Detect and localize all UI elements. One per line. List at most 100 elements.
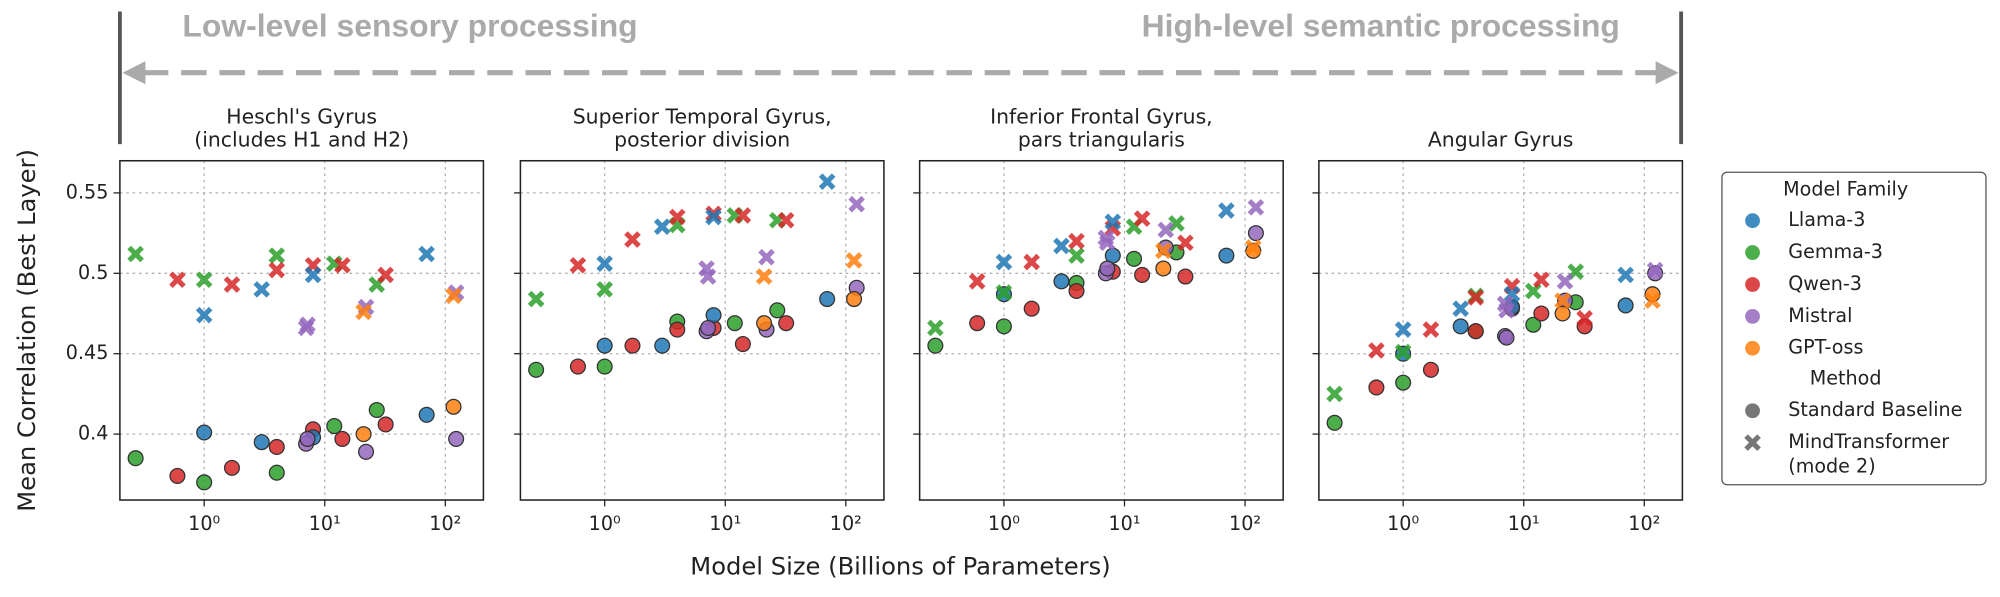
- circle-marker: [1617, 297, 1634, 314]
- circle-marker: [1467, 323, 1484, 340]
- circle-marker: [253, 434, 270, 451]
- circle-marker: [1155, 260, 1172, 277]
- circle-marker: [528, 361, 545, 378]
- circle-marker: [1247, 225, 1264, 242]
- annotation: High-level semantic processing: [1142, 8, 1620, 44]
- circle-marker: [169, 467, 186, 484]
- x-tick-label: 10¹: [1108, 512, 1140, 535]
- circle-marker: [1452, 318, 1469, 335]
- circle-marker: [1422, 361, 1439, 378]
- arrow-head: [1655, 61, 1679, 85]
- y-tick-label: 0.55: [66, 180, 109, 203]
- x-marker: [355, 303, 372, 321]
- panel-title: (includes H1 and H2): [194, 127, 409, 151]
- x-marker: [1394, 343, 1412, 361]
- x-marker: [195, 306, 213, 324]
- circle-marker: [368, 401, 385, 419]
- x-marker: [995, 253, 1013, 271]
- x-marker: [818, 173, 836, 190]
- legend-label: (mode 2): [1788, 454, 1875, 477]
- circle-marker: [819, 290, 836, 308]
- circle-marker: [445, 398, 462, 415]
- circle-marker: [1126, 250, 1143, 267]
- panel-title: Angular Gyrus: [1428, 127, 1574, 151]
- x-marker: [268, 247, 286, 264]
- circle-marker: [726, 315, 743, 332]
- x-marker: [195, 271, 213, 289]
- circle-marker: [1533, 305, 1550, 322]
- x-tick-label: 10¹: [1508, 512, 1540, 535]
- circle-marker: [223, 459, 240, 476]
- x-tick-label: 10⁰: [188, 512, 220, 535]
- circle-marker: [127, 450, 144, 467]
- circle-marker: [654, 337, 671, 354]
- x-tick-label: 10⁰: [589, 512, 621, 535]
- circle-marker: [1326, 414, 1343, 431]
- x-marker: [1368, 342, 1385, 359]
- x-marker: [848, 195, 865, 213]
- x-marker: [624, 231, 641, 248]
- x-marker: [755, 268, 773, 285]
- circle-marker: [1745, 277, 1760, 292]
- plot-frame: [119, 159, 485, 501]
- x-marker: [569, 256, 587, 274]
- x-marker: [299, 316, 316, 334]
- plot-frame: [519, 159, 885, 501]
- circle-marker: [1177, 268, 1194, 285]
- circle-marker: [995, 318, 1012, 335]
- plot-frame: [918, 159, 1284, 501]
- x-marker: [995, 284, 1013, 301]
- circle-marker: [418, 406, 435, 423]
- circle-marker: [1053, 273, 1070, 290]
- circle-marker: [1745, 213, 1760, 229]
- x-marker: [1099, 234, 1116, 252]
- circle-marker: [769, 302, 786, 319]
- x-marker: [1068, 247, 1085, 264]
- y-tick-label: 0.4: [78, 422, 108, 445]
- x-marker: [1133, 210, 1151, 227]
- x-marker: [758, 248, 775, 266]
- circle-marker: [596, 358, 613, 375]
- x-marker: [596, 255, 613, 272]
- circle-marker: [1745, 245, 1760, 260]
- y-axis-label: Mean Correlation (Best Layer): [13, 149, 41, 512]
- x-marker: [268, 261, 286, 279]
- circle-marker: [1023, 300, 1040, 317]
- x-marker: [845, 252, 863, 269]
- x-tick-label: 10²: [830, 512, 862, 535]
- circle-marker: [669, 321, 686, 338]
- x-marker: [1157, 221, 1175, 239]
- x-axis-label: Model Size (Billions of Parameters): [690, 553, 1110, 581]
- circle-marker: [1218, 247, 1235, 264]
- circle-marker: [357, 443, 375, 460]
- x-marker: [1218, 202, 1235, 219]
- arrow-head: [122, 61, 146, 85]
- circle-marker: [846, 290, 863, 308]
- circle-marker: [1134, 266, 1151, 283]
- circle-marker: [334, 430, 351, 447]
- x-marker: [1644, 292, 1661, 309]
- panel-title: Inferior Frontal Gyrus,: [990, 104, 1213, 128]
- circle-marker: [355, 426, 372, 443]
- x-marker: [1155, 242, 1172, 260]
- circle-marker: [624, 337, 641, 354]
- x-marker: [1244, 239, 1262, 256]
- circle-marker: [448, 430, 465, 447]
- x-marker: [1554, 292, 1571, 309]
- circle-marker: [1498, 329, 1515, 346]
- circle-marker: [1745, 308, 1760, 324]
- circle-marker: [734, 336, 751, 353]
- y-tick-label: 0.45: [66, 341, 109, 364]
- x-marker: [1394, 321, 1412, 338]
- x-marker: [1576, 310, 1593, 327]
- x-marker: [127, 245, 144, 263]
- x-marker: [1422, 321, 1440, 338]
- circle-marker: [1745, 403, 1760, 419]
- circle-marker: [700, 319, 717, 337]
- x-tick-label: 10⁰: [988, 512, 1020, 535]
- panel-title: Superior Temporal Gyrus,: [573, 104, 832, 128]
- x-marker: [1326, 385, 1343, 403]
- legend-box: [1721, 171, 1987, 486]
- x-marker: [304, 266, 322, 284]
